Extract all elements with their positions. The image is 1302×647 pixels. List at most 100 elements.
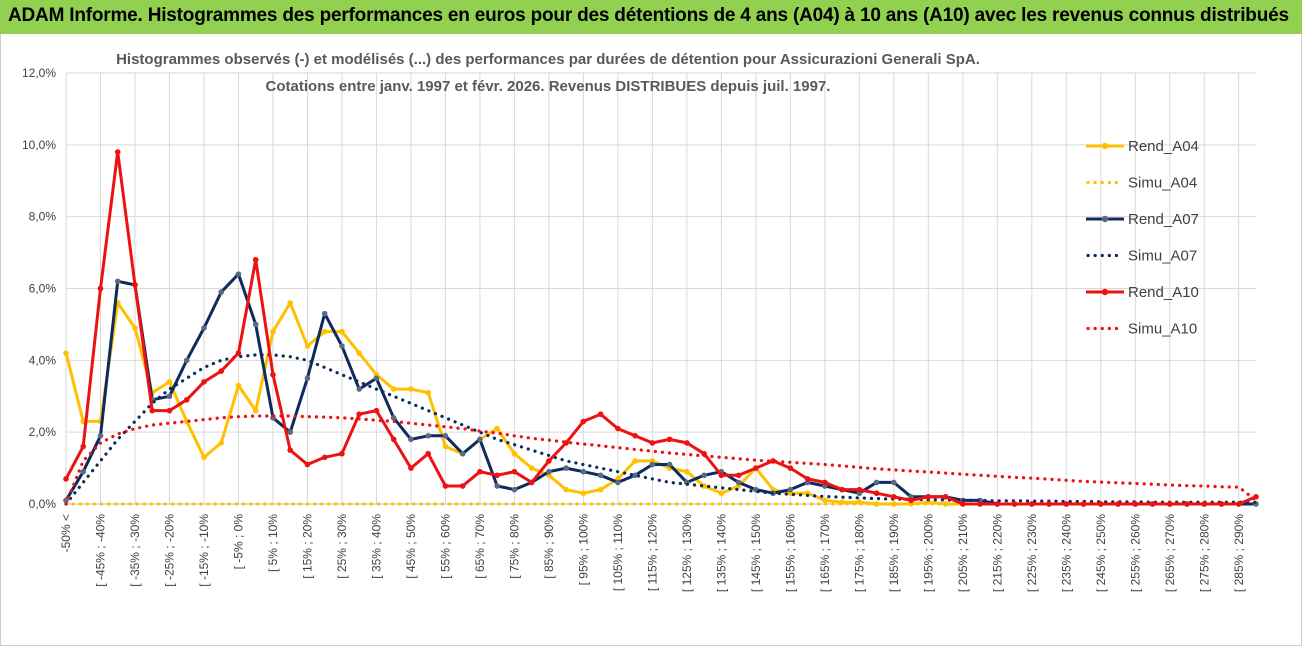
data-point-rend-a07	[235, 271, 242, 277]
data-point-rend-a10	[304, 461, 311, 468]
data-point-rend-a07	[597, 472, 604, 479]
legend-item-rend-a07: Rend_A07	[1086, 211, 1199, 228]
data-point-rend-a07	[390, 415, 397, 421]
data-point-rend-a10	[1184, 501, 1190, 507]
x-tick-label: [ 265% ; 270%	[1163, 514, 1177, 592]
data-point-rend-a10	[1115, 501, 1121, 507]
data-point-rend-a04	[408, 386, 414, 392]
data-point-rend-a10	[925, 494, 932, 500]
legend-item-rend-a04: Rend_A04	[1086, 138, 1199, 155]
data-point-rend-a04	[218, 440, 225, 446]
y-axis: 0,0% 2,0% 4,0% 6,0% 8,0% 10,0% 12,0%	[22, 66, 56, 511]
data-point-rend-a10	[442, 483, 449, 489]
data-point-rend-a07	[183, 357, 190, 364]
data-point-rend-a07	[701, 472, 707, 479]
data-point-rend-a10	[63, 476, 69, 482]
data-point-rend-a07	[511, 486, 518, 493]
data-point-rend-a04	[252, 407, 259, 414]
data-point-rend-a07	[304, 375, 311, 382]
series-line-rend-a07	[64, 272, 1256, 506]
data-point-rend-a04	[632, 458, 638, 464]
data-point-rend-a07	[166, 393, 173, 400]
y-tick-label: 4,0%	[29, 353, 57, 367]
data-point-rend-a10	[373, 407, 380, 414]
data-point-rend-a07	[287, 429, 294, 435]
data-point-rend-a10	[580, 418, 587, 425]
x-tick-label: [ 215% ; 220%	[990, 514, 1004, 592]
data-point-rend-a04	[925, 499, 932, 506]
data-point-rend-a07	[97, 432, 104, 439]
data-point-rend-a10	[1063, 501, 1070, 507]
data-point-rend-a10	[839, 486, 845, 493]
x-tick-label: [ 85% ; 90%	[542, 514, 556, 579]
data-point-rend-a10	[114, 149, 121, 155]
data-point-rend-a10	[1046, 501, 1052, 507]
data-point-rend-a10	[1149, 501, 1156, 507]
data-point-rend-a10	[804, 476, 811, 482]
x-tick-label: [ 105% ; 110%	[611, 514, 625, 591]
x-tick-label: [ 285% ; 290%	[1232, 514, 1246, 592]
data-point-rend-a10	[1080, 501, 1087, 507]
data-point-rend-a07	[339, 343, 345, 349]
x-tick-label: [ -35% ; -30%	[128, 514, 142, 587]
data-point-rend-a10	[735, 472, 742, 479]
data-point-rend-a10	[390, 436, 397, 443]
x-tick-label: [ 5% ; 10%	[266, 514, 280, 572]
data-point-rend-a07	[632, 472, 638, 479]
data-point-rend-a10	[977, 501, 983, 507]
x-tick-label: [ 175% ; 180%	[852, 514, 866, 592]
data-point-rend-a10	[546, 458, 552, 464]
data-point-rend-a10	[252, 256, 259, 263]
data-point-rend-a04	[580, 490, 587, 497]
data-point-rend-a10	[235, 350, 242, 356]
data-point-rend-a04	[321, 328, 328, 335]
data-point-rend-a07	[787, 486, 794, 493]
x-tick-label: [ 75% ; 80%	[507, 514, 521, 579]
data-point-rend-a04	[132, 325, 138, 331]
y-tick-label: 2,0%	[29, 425, 57, 439]
x-tick-label: [ 165% ; 170%	[818, 514, 832, 592]
data-point-rend-a10	[615, 425, 621, 432]
legend-label: Rend_A10	[1128, 284, 1199, 301]
data-point-rend-a07	[459, 450, 466, 457]
data-point-rend-a10	[166, 407, 173, 414]
data-point-rend-a10	[339, 450, 345, 457]
data-point-rend-a10	[218, 368, 225, 374]
data-point-rend-a04	[339, 328, 345, 335]
data-point-rend-a04	[511, 450, 518, 457]
legend-item-simu-a04: Simu_A04	[1086, 175, 1197, 192]
x-tick-label: [ 65% ; 70%	[473, 514, 487, 579]
legend-label: Simu_A04	[1128, 175, 1197, 192]
data-point-rend-a10	[511, 468, 518, 475]
data-point-rend-a07	[891, 479, 897, 486]
gridlines	[65, 72, 1256, 505]
data-point-rend-a10	[718, 472, 725, 479]
x-tick-label: [ 115% ; 120%	[645, 514, 659, 591]
x-tick-label: [ 255% ; 260%	[1128, 514, 1142, 592]
data-point-rend-a07	[80, 468, 87, 475]
legend-label: Simu_A10	[1128, 321, 1197, 338]
legend: Rend_A04 Simu_A04 Rend_A07 Simu_A07 Rend_A10…	[1086, 138, 1199, 338]
x-tick-label: [ -5% ; 0%	[231, 514, 245, 570]
data-point-rend-a10	[1201, 501, 1208, 507]
data-point-rend-a10	[822, 479, 828, 486]
x-tick-label: [ 45% ; 50%	[404, 514, 418, 579]
data-point-rend-a07	[252, 321, 259, 328]
x-tick-label: [ 145% ; 150%	[749, 514, 763, 592]
data-point-rend-a07	[408, 436, 414, 443]
data-point-rend-a07	[442, 432, 449, 439]
data-point-rend-a10	[649, 440, 656, 446]
data-point-rend-a10	[994, 501, 1001, 507]
x-tick-label: [ 195% ; 200%	[921, 514, 935, 592]
x-axis: -50% < [ -45% ; -40% [ -35% ; -30% [ -25% ;…	[59, 514, 1246, 592]
data-point-rend-a10	[597, 411, 604, 418]
data-point-rend-a10	[1235, 501, 1242, 507]
data-point-rend-a07	[63, 497, 69, 504]
data-point-rend-a10	[960, 501, 966, 507]
data-point-rend-a10	[1132, 501, 1139, 507]
x-tick-label: [ 55% ; 60%	[438, 514, 452, 579]
data-point-rend-a07	[546, 468, 552, 475]
data-point-rend-a07	[494, 483, 500, 489]
x-tick-label: -50% <	[59, 514, 73, 552]
